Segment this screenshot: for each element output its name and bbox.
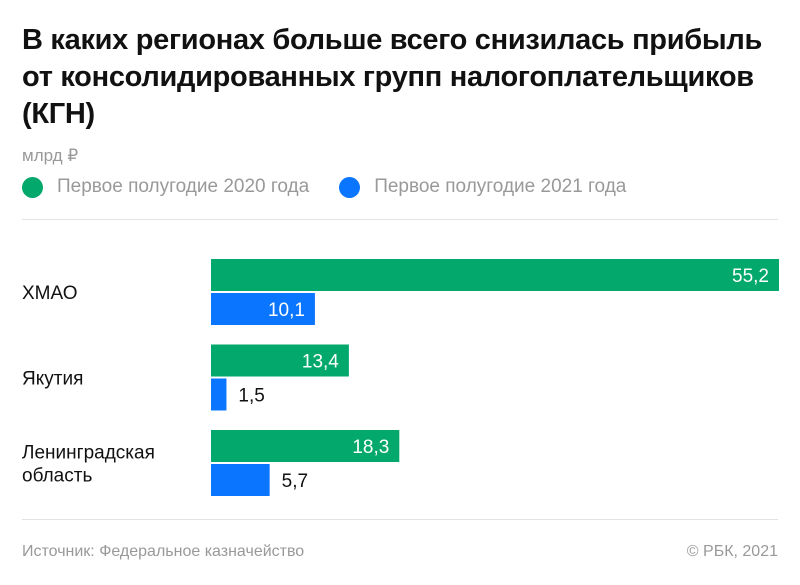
source-note: Источник: Федеральное казначейство bbox=[22, 543, 305, 560]
data-label: 18,3 bbox=[352, 437, 389, 458]
legend-dot-icon bbox=[339, 176, 361, 198]
legend-label: Первое полугодие 2021 года bbox=[374, 176, 627, 197]
category-label: ХМАО bbox=[22, 283, 78, 304]
legend-item-2021: Первое полугодие 2021 года bbox=[339, 176, 626, 198]
data-label: 5,7 bbox=[282, 471, 308, 492]
legend: Первое полугодие 2020 года Первое полуго… bbox=[22, 176, 656, 198]
bar bbox=[211, 344, 349, 377]
bar bbox=[211, 378, 227, 411]
bar bbox=[211, 259, 779, 291]
data-label: 1,5 bbox=[238, 386, 264, 407]
chart-title: В каких регионах больше всего снизилась … bbox=[22, 24, 762, 130]
data-label: 13,4 bbox=[302, 352, 339, 373]
data-label: 55,2 bbox=[732, 266, 769, 287]
bar bbox=[211, 464, 270, 496]
legend-item-2020: Первое полугодие 2020 года bbox=[22, 176, 309, 198]
bar bbox=[211, 430, 400, 462]
category-label: Якутия bbox=[22, 369, 83, 390]
category-label: Ленинградская bbox=[22, 443, 155, 464]
divider bbox=[22, 219, 778, 220]
category-label: область bbox=[22, 466, 92, 487]
copyright: © РБК, 2021 bbox=[686, 543, 778, 560]
data-label: 10,1 bbox=[268, 300, 305, 321]
legend-dot-icon bbox=[22, 176, 43, 198]
bar bbox=[211, 293, 315, 325]
divider bbox=[22, 519, 778, 520]
unit-label: млрд ₽ bbox=[22, 146, 79, 165]
legend-label: Первое полугодие 2020 года bbox=[57, 176, 310, 197]
